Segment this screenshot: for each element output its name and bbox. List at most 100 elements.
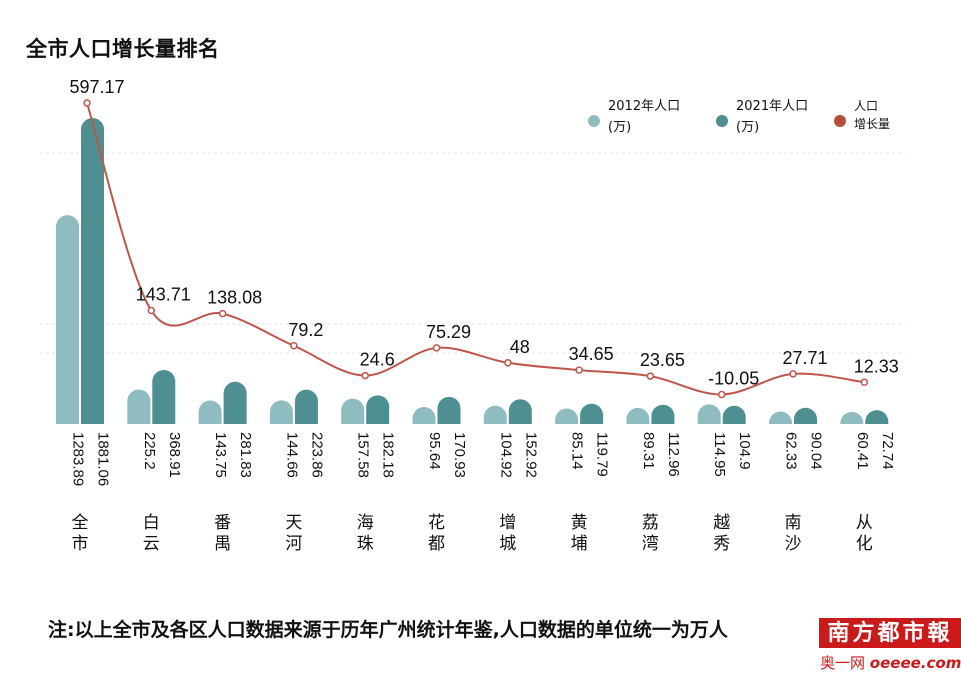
value-label-2012: 114.95: [711, 432, 728, 477]
bar-2021: [794, 407, 817, 424]
bar-2012: [697, 404, 721, 424]
growth-point: [218, 309, 227, 318]
bar-2021: [366, 395, 390, 424]
category-labels: 全市 白云 番禺 天河 海珠 花都 增城 黄埔 荔湾 越秀 南沙 从化: [72, 513, 873, 554]
bar-2012: [626, 407, 650, 424]
growth-point: [717, 390, 726, 399]
category-label: 从: [856, 513, 873, 533]
growth-point: [147, 306, 156, 315]
category-label: 河: [285, 534, 302, 554]
chart-canvas: 597.17 143.71 138.08 79.2 24.6 75.29 48 34.65 23…: [40, 77, 905, 554]
category-label: 化: [856, 534, 873, 554]
category-label: 城: [499, 534, 516, 554]
value-label-2012: 143.75: [212, 432, 229, 478]
newspaper-logo: 南方都市報: [819, 618, 961, 648]
value-label-2021: 368.91: [166, 432, 183, 478]
bar-2021: [81, 117, 104, 425]
value-label-2021: 281.83: [237, 432, 254, 478]
bar-2021: [437, 396, 461, 424]
value-label-2012: 1283.89: [70, 432, 87, 486]
category-label: 荔: [642, 513, 659, 533]
growth-label: 138.08: [207, 288, 262, 308]
source-note: 注:以上全市及各区人口数据来源于历年广州统计年鉴,人口数据的单位统一为万人: [48, 619, 728, 641]
value-label-2021: 152.92: [522, 432, 539, 478]
growth-point: [83, 99, 91, 107]
category-label: 市: [72, 534, 89, 554]
value-label-2012: 62.33: [783, 432, 800, 470]
value-label-2021: 170.93: [451, 432, 468, 478]
growth-point: [432, 344, 441, 352]
value-label-2021: 119.79: [594, 432, 611, 477]
bar-2021: [294, 389, 318, 424]
category-label: 番: [214, 513, 231, 533]
legend-unit-2021: (万): [736, 120, 760, 135]
growth-label: 597.17: [69, 77, 124, 97]
category-label: 天: [285, 513, 302, 533]
bar-2012: [840, 411, 864, 424]
legend-unit-2012: (万): [608, 120, 632, 135]
gridlines: [40, 152, 905, 354]
bar-2012: [483, 405, 507, 424]
legend-label-growth: 人口: [854, 99, 879, 113]
growth-label: 143.71: [136, 285, 191, 305]
legend-label-2012: 2012年人口: [608, 99, 681, 114]
value-label-2012: 157.58: [355, 432, 372, 478]
value-label-2021: 223.86: [308, 432, 325, 478]
category-label: 埔: [571, 534, 588, 554]
bars: [56, 117, 889, 425]
value-label-2021: 72.74: [879, 432, 896, 470]
growth-point: [646, 372, 655, 380]
growth-label: 12.33: [854, 356, 899, 376]
bar-2021: [223, 381, 247, 424]
bar-2012: [127, 389, 151, 424]
category-label: 白: [143, 513, 160, 533]
value-label-2012: 225.2: [141, 432, 158, 470]
bar-2021: [508, 399, 532, 424]
growth-label: 24.6: [360, 350, 395, 370]
value-label-2012: 144.66: [283, 432, 300, 478]
growth-label: 75.29: [426, 322, 471, 342]
bar-2021: [152, 370, 176, 424]
growth-label: 79.2: [288, 320, 323, 340]
bar-2021: [722, 405, 746, 424]
category-label: 湾: [642, 534, 659, 554]
value-label-2021: 182.18: [380, 432, 397, 478]
category-label: 珠: [357, 534, 374, 554]
growth-label: 23.65: [640, 350, 685, 370]
bar-2021: [651, 404, 675, 424]
growth-point: [860, 378, 869, 387]
category-label: 全: [72, 513, 89, 533]
growth-point: [290, 342, 298, 350]
bar-2012: [198, 400, 222, 424]
category-label: 花: [428, 513, 445, 533]
category-label: 增: [499, 513, 516, 533]
value-label-2012: 60.41: [854, 432, 871, 470]
legend-swatch-2021: [716, 115, 728, 127]
legend-swatch-growth: [834, 115, 846, 127]
bar-2012: [269, 400, 293, 424]
legend-unit-growth: 增长量: [854, 117, 891, 131]
bar-2012: [555, 408, 579, 424]
value-label-2012: 89.31: [640, 432, 657, 470]
category-label: 秀: [713, 534, 730, 554]
value-label-2012: 85.14: [569, 432, 586, 470]
bar-2021: [865, 410, 889, 424]
bar-2012: [56, 215, 79, 424]
category-label: 禺: [214, 534, 231, 554]
bar-2012: [341, 398, 365, 424]
category-label: 黄: [571, 513, 588, 533]
category-label: 云: [143, 534, 160, 554]
bar-2012: [769, 411, 792, 424]
growth-point: [504, 359, 512, 367]
value-label-2021: 104.9: [736, 432, 753, 470]
growth-label: 48: [510, 337, 530, 357]
value-label-2021: 112.96: [665, 432, 682, 477]
website-credit-site: oeeee.com: [869, 654, 961, 672]
category-label: 沙: [785, 534, 802, 554]
growth-point: [575, 366, 583, 374]
value-label-2021: 1881.06: [95, 432, 112, 486]
growth-line: 597.17 143.71 138.08 79.2 24.6 75.29 48 34.65 23…: [69, 77, 899, 399]
category-label: 越: [713, 513, 730, 533]
category-label: 海: [357, 513, 374, 533]
value-label-2012: 104.92: [497, 432, 514, 478]
